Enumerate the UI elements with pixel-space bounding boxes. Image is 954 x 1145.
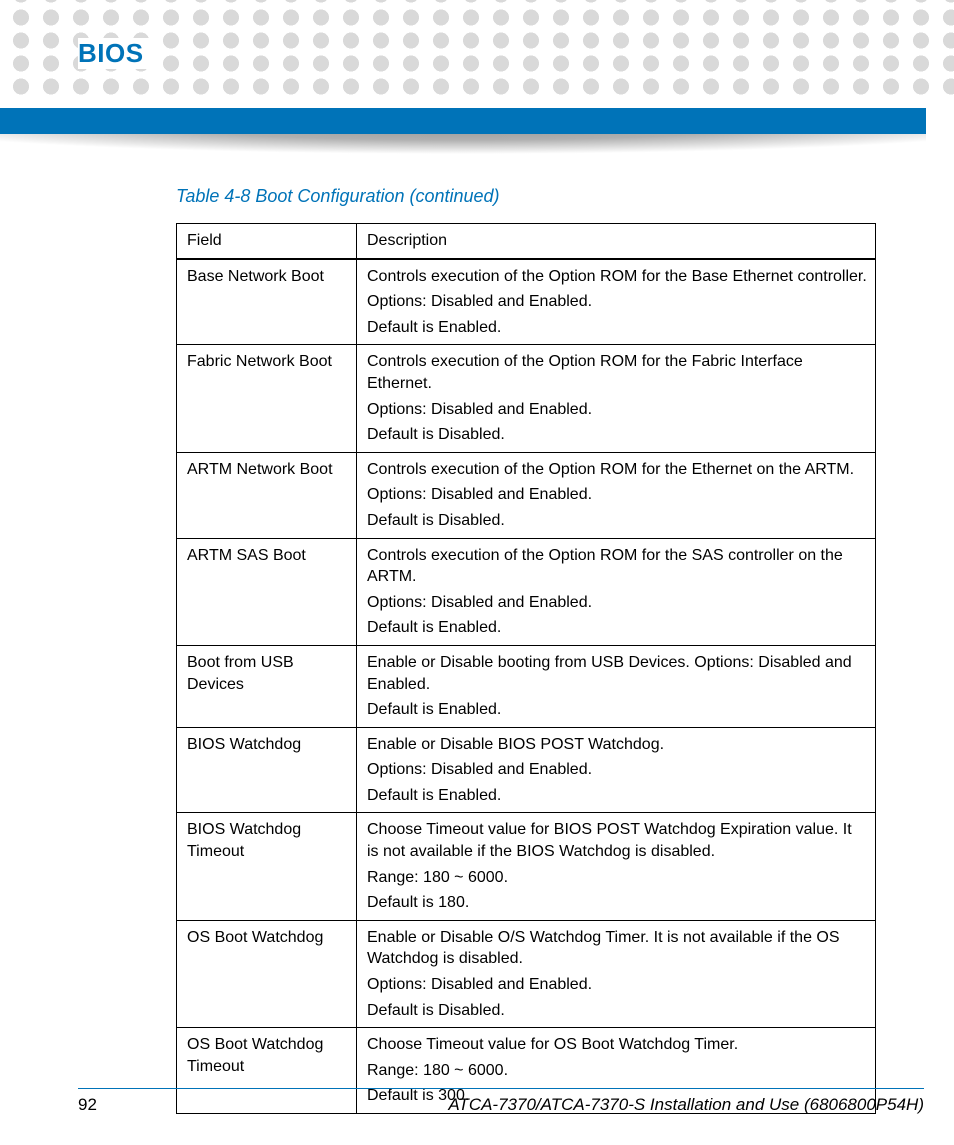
description-line: Default is Enabled. <box>367 785 867 807</box>
col-header-description: Description <box>357 224 876 259</box>
cell-description: Enable or Disable O/S Watchdog Timer. It… <box>357 920 876 1027</box>
cell-description: Controls execution of the Option ROM for… <box>357 452 876 538</box>
description-line: Controls execution of the Option ROM for… <box>367 266 867 288</box>
description-line: Default is 180. <box>367 892 867 914</box>
document-page: BIOS Table 4-8 Boot Configuration (conti… <box>0 0 954 1145</box>
description-line: Choose Timeout value for OS Boot Watchdo… <box>367 1034 867 1056</box>
boot-config-table: Field Description Base Network BootContr… <box>176 223 876 1114</box>
cell-field: BIOS Watchdog <box>177 727 357 813</box>
header-blue-bar <box>0 108 926 134</box>
description-line: Default is Enabled. <box>367 317 867 339</box>
page-number: 92 <box>78 1095 97 1115</box>
cell-description: Controls execution of the Option ROM for… <box>357 538 876 645</box>
description-line: Options: Disabled and Enabled. <box>367 974 867 996</box>
table-row: ARTM Network Boot Controls execution of t… <box>177 452 876 538</box>
cell-field: BIOS Watchdog Timeout <box>177 813 357 920</box>
cell-field: ARTM SAS Boot <box>177 538 357 645</box>
description-line: Default is Disabled. <box>367 510 867 532</box>
cell-field: Base Network Boot <box>177 259 357 345</box>
header-shadow <box>0 134 926 162</box>
description-line: Enable or Disable booting from USB Devic… <box>367 652 867 695</box>
description-line: Controls execution of the Option ROM for… <box>367 459 867 481</box>
table-row: OS Boot WatchdogEnable or Disable O/S Wa… <box>177 920 876 1027</box>
description-line: Options: Disabled and Enabled. <box>367 592 867 614</box>
description-line: Options: Disabled and Enabled. <box>367 484 867 506</box>
cell-field: Boot from USB Devices <box>177 645 357 727</box>
content-area: Table 4-8 Boot Configuration (continued)… <box>176 186 876 1114</box>
description-line: Default is Enabled. <box>367 617 867 639</box>
table-row: Base Network Boot Controls execution of t… <box>177 259 876 345</box>
description-line: Controls execution of the Option ROM for… <box>367 545 867 588</box>
footer-doc-title: ATCA-7370/ATCA-7370-S Installation and U… <box>448 1095 924 1115</box>
description-line: Enable or Disable O/S Watchdog Timer. It… <box>367 927 867 970</box>
description-line: Options: Disabled and Enabled. <box>367 399 867 421</box>
table-row: BIOS WatchdogEnable or Disable BIOS POST… <box>177 727 876 813</box>
col-header-field: Field <box>177 224 357 259</box>
cell-description: Controls execution of the Option ROM for… <box>357 259 876 345</box>
description-line: Choose Timeout value for BIOS POST Watch… <box>367 819 867 862</box>
description-line: Controls execution of the Option ROM for… <box>367 351 867 394</box>
cell-description: Enable or Disable booting from USB Devic… <box>357 645 876 727</box>
cell-field: OS Boot Watchdog <box>177 920 357 1027</box>
description-line: Options: Disabled and Enabled. <box>367 759 867 781</box>
table-row: ARTM SAS BootControls execution of the O… <box>177 538 876 645</box>
description-line: Enable or Disable BIOS POST Watchdog. <box>367 734 867 756</box>
table-row: Boot from USB DevicesEnable or Disable b… <box>177 645 876 727</box>
table-row: BIOS Watchdog TimeoutChoose Timeout valu… <box>177 813 876 920</box>
cell-field: Fabric Network Boot <box>177 345 357 452</box>
description-line: Range: 180 ~ 6000. <box>367 867 867 889</box>
cell-field: ARTM Network Boot <box>177 452 357 538</box>
cell-description: Controls execution of the Option ROM for… <box>357 345 876 452</box>
description-line: Default is Disabled. <box>367 1000 867 1022</box>
table-row: Fabric Network BootControls execution of… <box>177 345 876 452</box>
description-line: Default is Disabled. <box>367 424 867 446</box>
description-line: Options: Disabled and Enabled. <box>367 291 867 313</box>
page-footer: 92 ATCA-7370/ATCA-7370-S Installation an… <box>78 1088 924 1115</box>
table-header-row: Field Description <box>177 224 876 259</box>
cell-description: Choose Timeout value for BIOS POST Watch… <box>357 813 876 920</box>
cell-description: Enable or Disable BIOS POST Watchdog. Opt… <box>357 727 876 813</box>
section-title: BIOS <box>78 38 154 69</box>
table-caption: Table 4-8 Boot Configuration (continued) <box>176 186 876 207</box>
description-line: Default is Enabled. <box>367 699 867 721</box>
description-line: Range: 180 ~ 6000. <box>367 1060 867 1082</box>
